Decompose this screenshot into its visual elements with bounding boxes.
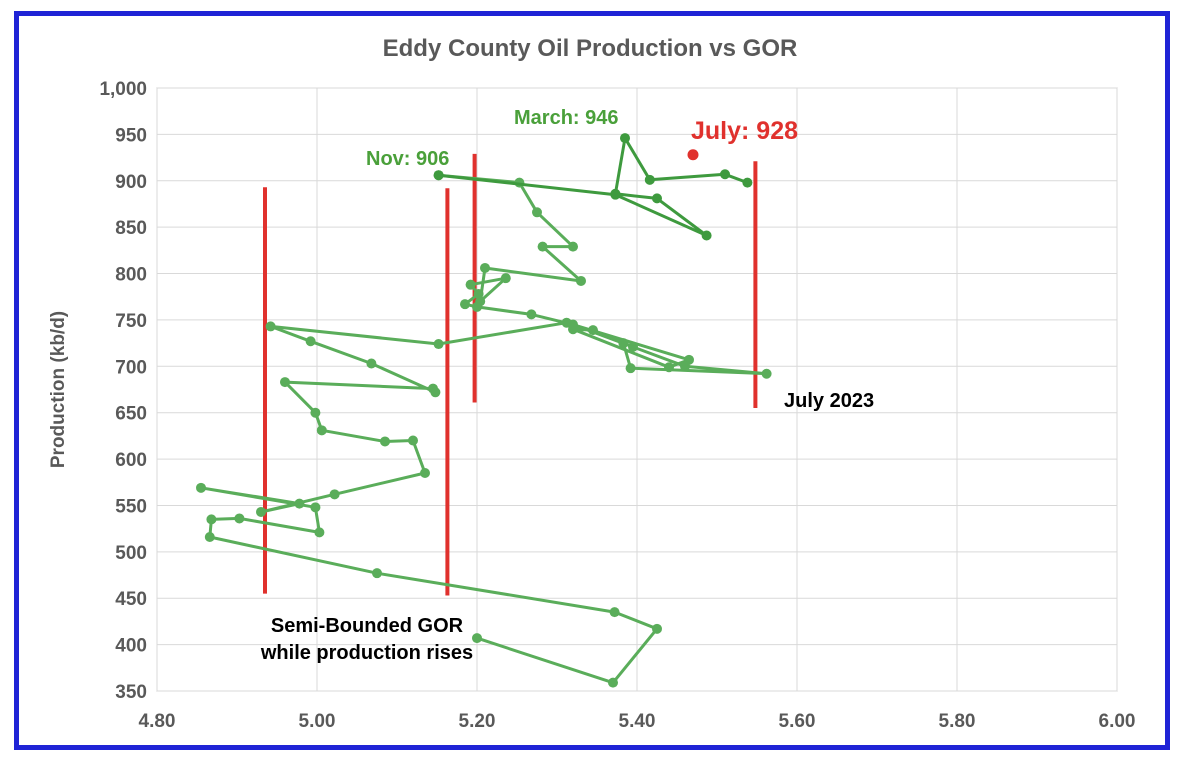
y-tick-label: 350 <box>115 682 147 703</box>
gridlines <box>156 87 1118 692</box>
data-point <box>472 633 482 644</box>
data-point <box>742 177 753 188</box>
data-point <box>316 425 327 436</box>
y-tick-label: 500 <box>115 543 147 564</box>
y-tick-label: 750 <box>115 311 147 332</box>
data-point <box>408 435 418 446</box>
data-point <box>537 241 548 252</box>
data-point <box>280 377 290 388</box>
data-point <box>532 207 542 218</box>
data-point <box>664 362 674 373</box>
data-point <box>610 188 621 199</box>
data-point <box>475 296 486 307</box>
data-point <box>500 273 511 284</box>
data-point <box>372 568 382 579</box>
data-point <box>430 387 441 398</box>
data-point <box>366 358 377 369</box>
annotations: March: 946 Nov: 906 July: 928 July 2023 … <box>260 107 874 664</box>
data-point <box>701 230 712 241</box>
data-point <box>620 133 630 144</box>
data-point <box>305 336 316 347</box>
axes: 350 400 450 500 550 600 650 700 750 800 850 900 950 1… <box>48 79 1135 732</box>
data-point <box>206 514 217 525</box>
data-point <box>526 309 537 320</box>
data-point <box>680 361 690 372</box>
data-point <box>652 193 662 204</box>
highlight-point <box>687 149 699 161</box>
data-point <box>433 339 444 350</box>
y-tick-label: 700 <box>115 357 147 378</box>
data-point <box>609 607 620 618</box>
data-point <box>576 275 586 286</box>
y-tick-label: 650 <box>115 404 147 425</box>
data-point <box>720 169 730 180</box>
annotation-july-peak: July: 928 <box>691 117 798 145</box>
data-point <box>465 279 476 290</box>
annotation-july-2023: July 2023 <box>784 390 874 412</box>
reference-lines <box>263 153 758 596</box>
annotation-while-production: while production rises <box>260 642 473 664</box>
x-tick-label: 5.60 <box>779 711 816 732</box>
annotation-semi-bounded: Semi-Bounded GOR <box>271 615 464 637</box>
x-tick-label: 5.40 <box>619 711 656 732</box>
data-point <box>588 325 598 336</box>
data-point <box>652 623 662 634</box>
data-point <box>761 368 772 379</box>
data-point <box>460 299 470 310</box>
data-point <box>329 489 340 500</box>
data-point <box>314 527 325 538</box>
data-point <box>618 338 629 349</box>
x-tick-label: 6.00 <box>1099 711 1136 732</box>
y-tick-label: 850 <box>115 218 147 239</box>
data-point <box>433 170 444 181</box>
data-point <box>310 407 321 418</box>
y-tick-label: 900 <box>115 172 147 193</box>
data-point <box>644 174 655 185</box>
data-point <box>420 467 430 478</box>
annotation-nov: Nov: 906 <box>366 148 449 170</box>
data-point <box>480 262 490 273</box>
data-point <box>473 288 484 299</box>
y-tick-label: 950 <box>115 125 147 146</box>
data-point <box>265 321 276 332</box>
data-point <box>625 363 636 374</box>
series-group <box>196 133 772 688</box>
y-tick-label: 800 <box>115 265 147 286</box>
data-point <box>380 436 390 447</box>
data-point <box>628 341 638 352</box>
x-tick-label: 4.80 <box>139 711 176 732</box>
data-point <box>234 513 245 524</box>
data-point <box>568 241 578 252</box>
y-tick-label: 1,000 <box>99 79 147 100</box>
data-point <box>204 532 215 543</box>
data-point <box>256 506 266 517</box>
y-axis-label: Production (kb/d) <box>48 311 69 468</box>
x-tick-label: 5.20 <box>459 711 496 732</box>
y-tick-label: 600 <box>115 450 147 471</box>
x-tick-label: 5.00 <box>299 711 336 732</box>
x-tick-label: 5.80 <box>939 711 976 732</box>
data-point <box>196 482 206 493</box>
data-point <box>608 677 618 688</box>
y-tick-label: 400 <box>115 636 147 657</box>
annotation-march: March: 946 <box>514 107 619 129</box>
data-point <box>310 502 321 513</box>
chart-title: Eddy County Oil Production vs GOR <box>383 35 798 62</box>
y-tick-label: 550 <box>115 496 147 517</box>
data-point <box>294 498 305 509</box>
data-point <box>568 319 578 330</box>
y-tick-label: 450 <box>115 589 147 610</box>
